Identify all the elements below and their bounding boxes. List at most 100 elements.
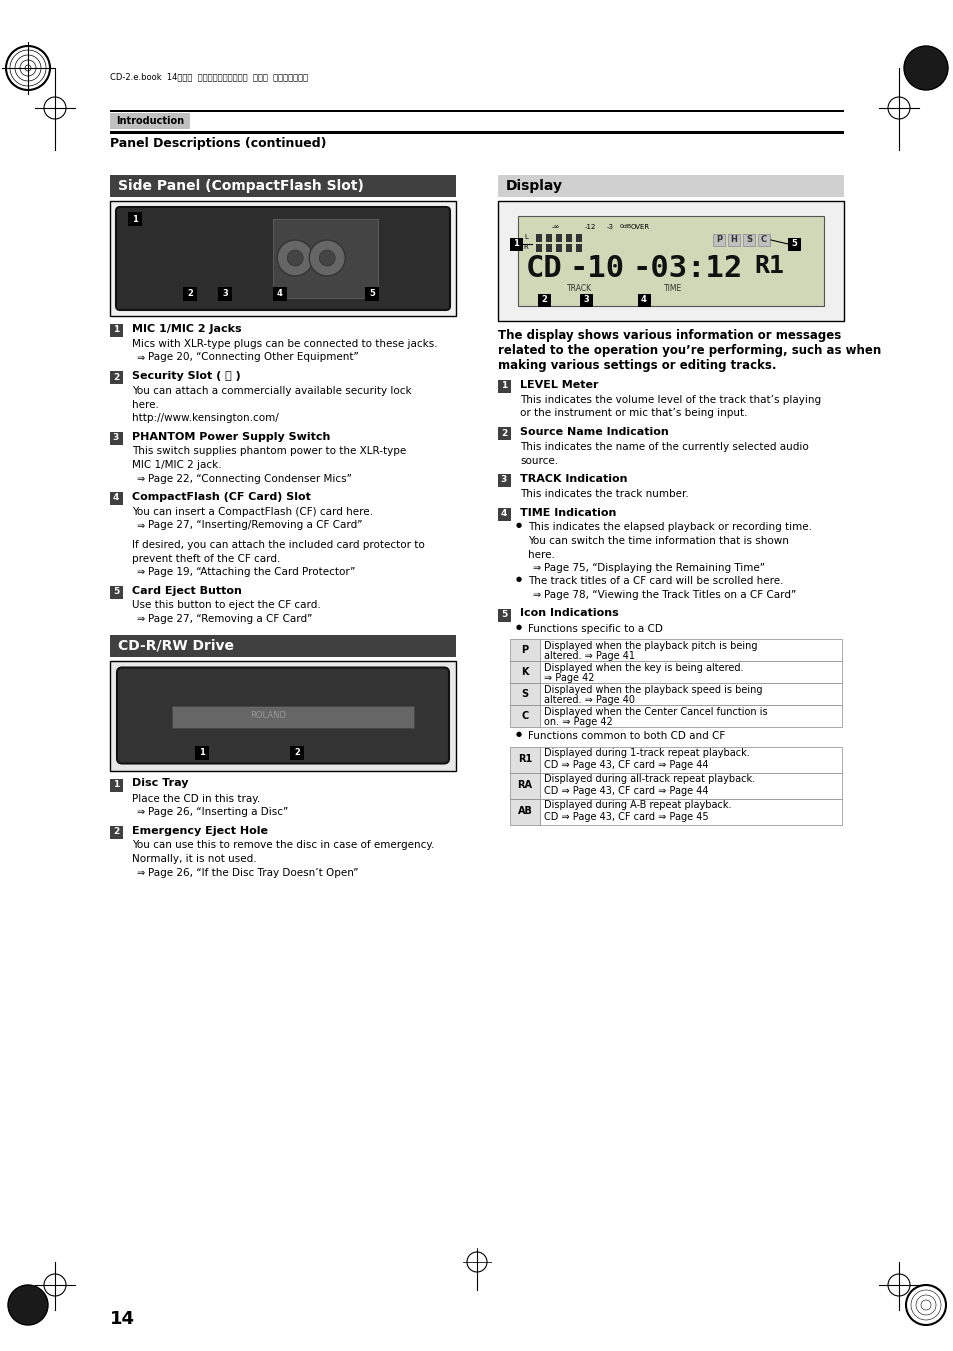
Text: 1: 1 [112,780,119,789]
Text: This indicates the volume level of the track that’s playing: This indicates the volume level of the t… [519,394,821,405]
Text: ●: ● [516,624,521,630]
Text: If desired, you can attach the included card protector to: If desired, you can attach the included … [132,540,424,550]
Bar [556,245,561,253]
Text: ⇒: ⇒ [136,353,144,362]
Text: related to the operation you’re performing, such as when: related to the operation you’re performi… [497,345,881,357]
Bar [497,201,843,322]
Bar [172,705,414,727]
Text: Disc Tray: Disc Tray [132,778,189,789]
Text: Displayed when the key is being altered.: Displayed when the key is being altered. [543,663,742,673]
Text: http://www.kensington.com/: http://www.kensington.com/ [132,413,278,423]
Text: source.: source. [519,455,558,466]
Text: MIC 1/MIC 2 Jacks: MIC 1/MIC 2 Jacks [132,324,241,334]
Text: 1: 1 [500,381,507,390]
Text: Emergency Eject Hole: Emergency Eject Hole [132,825,268,835]
Text: -03:12: -03:12 [633,254,742,282]
Text: K: K [520,667,528,677]
Bar [110,492,123,505]
Bar [110,109,843,112]
Text: or the instrument or mic that’s being input.: or the instrument or mic that’s being in… [519,408,747,419]
Text: ⇒ Page 42: ⇒ Page 42 [543,673,594,684]
Circle shape [903,46,947,91]
Bar [497,608,511,621]
Bar [510,747,539,773]
Text: prevent theft of the CF card.: prevent theft of the CF card. [132,554,280,563]
Text: RA: RA [517,781,532,790]
Bar [497,474,511,486]
Bar [539,684,841,705]
Text: TRACK Indication: TRACK Indication [519,474,627,484]
Text: Introduction: Introduction [116,116,184,126]
Text: S: S [521,689,528,698]
Bar [194,746,209,759]
Text: Display: Display [505,178,562,193]
Circle shape [319,250,335,266]
Text: Card Eject Button: Card Eject Button [132,585,242,596]
Circle shape [287,250,303,266]
Text: ROLAND: ROLAND [250,711,286,720]
Text: P: P [715,235,721,245]
Bar [539,639,841,661]
Bar [539,773,841,798]
Text: CD-2.e.book  14ページ  ２００５年２月２０日  日曜日  午後４時２８分: CD-2.e.book 14ページ ２００５年２月２０日 日曜日 午後４時２８分 [110,72,308,81]
Text: Displayed when the playback speed is being: Displayed when the playback speed is bei… [543,685,761,694]
Bar [536,245,541,253]
Text: 4: 4 [276,289,283,299]
Text: 1: 1 [199,748,205,757]
Bar [510,705,539,727]
Bar [510,798,539,824]
FancyBboxPatch shape [117,667,449,763]
Bar [787,238,801,251]
Text: 0dB: 0dB [619,224,632,230]
Bar [110,131,843,134]
Bar [536,234,541,242]
Circle shape [8,1285,48,1325]
Text: Page 26, “If the Disc Tray Doesn’t Open”: Page 26, “If the Disc Tray Doesn’t Open” [148,867,358,878]
Text: 14: 14 [110,1310,135,1328]
Bar [742,234,754,246]
Bar [576,245,581,253]
Bar [545,245,552,253]
Bar [183,286,196,301]
Text: Normally, it is not used.: Normally, it is not used. [132,854,256,865]
Text: 4: 4 [500,509,507,517]
Text: OVER: OVER [630,224,649,230]
Text: TIME Indication: TIME Indication [519,508,616,517]
Text: This indicates the elapsed playback or recording time.: This indicates the elapsed playback or r… [527,523,811,532]
Text: 2: 2 [540,296,546,304]
Text: ⇒: ⇒ [136,473,144,484]
Text: making various settings or editing tracks.: making various settings or editing track… [497,359,776,372]
Bar [510,639,539,661]
Text: 2: 2 [500,428,507,438]
Bar [539,705,841,727]
Bar [539,747,841,773]
Bar [712,234,724,246]
Bar [273,219,377,299]
Text: LEVEL Meter: LEVEL Meter [519,380,598,390]
Text: Displayed during 1-track repeat playback.: Displayed during 1-track repeat playback… [543,748,749,758]
Text: The track titles of a CF card will be scrolled here.: The track titles of a CF card will be sc… [527,577,782,586]
Text: C: C [521,711,528,721]
Bar [545,234,552,242]
Text: H: H [730,235,737,245]
Bar [110,585,123,598]
Text: 2: 2 [294,748,299,757]
Bar [576,234,581,242]
Text: altered. ⇒ Page 40: altered. ⇒ Page 40 [543,694,635,705]
Bar [273,286,287,301]
Text: -10: -10 [569,254,624,282]
Circle shape [277,240,313,276]
Text: ⇒: ⇒ [136,567,144,577]
Bar [110,324,123,336]
Text: Displayed during all-track repeat playback.: Displayed during all-track repeat playba… [543,774,755,785]
Text: -3: -3 [606,224,613,230]
Text: You can use this to remove the disc in case of emergency.: You can use this to remove the disc in c… [132,840,434,851]
Text: CD: CD [525,254,562,282]
Text: P: P [521,644,528,655]
Text: ⇒: ⇒ [136,613,144,624]
Text: Page 22, “Connecting Condenser Mics”: Page 22, “Connecting Condenser Mics” [148,473,352,484]
Text: here.: here. [527,550,555,559]
Bar [539,661,841,684]
Text: PHANTOM Power Supply Switch: PHANTOM Power Supply Switch [132,431,330,442]
Circle shape [309,240,345,276]
